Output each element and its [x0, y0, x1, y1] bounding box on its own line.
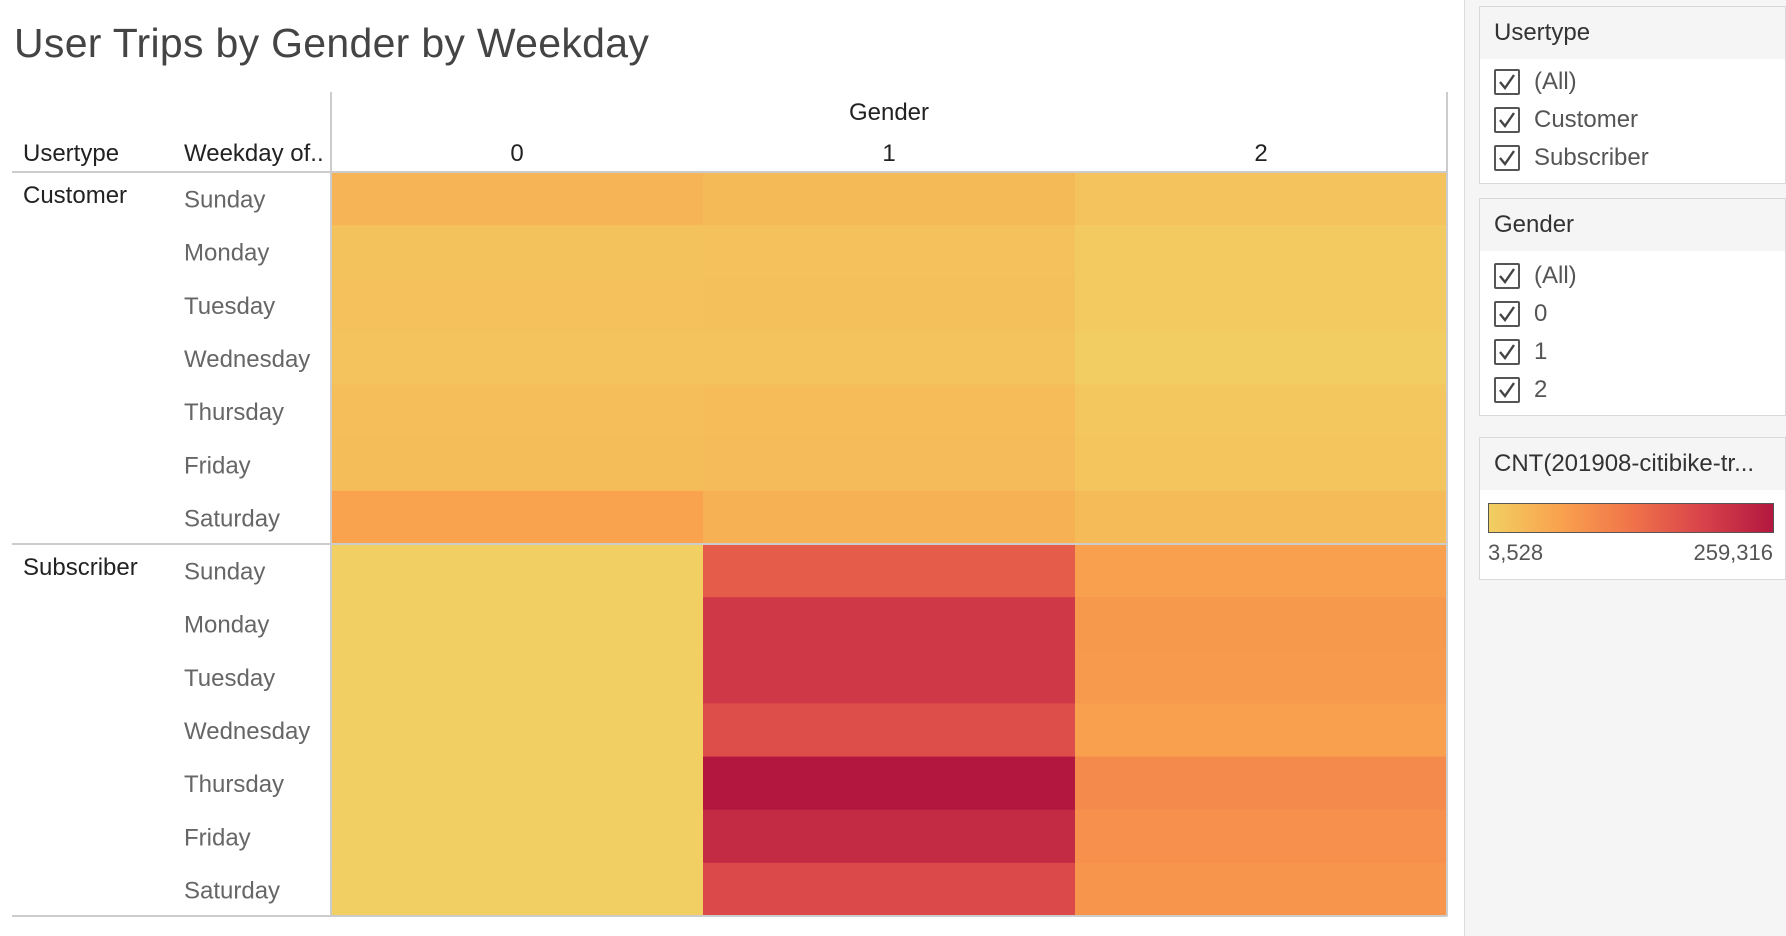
- column-label: 0: [510, 140, 523, 167]
- row-label: Wednesday: [184, 346, 310, 373]
- heatmap-cell: [1075, 597, 1448, 651]
- heatmap-cell: [703, 384, 1076, 439]
- heatmap-cell: [703, 809, 1076, 864]
- row-label: Thursday: [184, 771, 284, 798]
- heatmap-cell: [1075, 172, 1448, 226]
- row-label: Monday: [184, 612, 269, 639]
- heatmap-cell: [1075, 862, 1448, 917]
- heatmap-cell: [703, 490, 1076, 545]
- gender-option-0[interactable]: 0: [1480, 295, 1785, 333]
- row-label: Wednesday: [184, 718, 310, 745]
- option-label: (All): [1534, 262, 1577, 289]
- heatmap-cell: [1075, 809, 1448, 864]
- heatmap-cell: [331, 172, 704, 226]
- row-label: Friday: [184, 452, 251, 479]
- heatmap-cell: [331, 703, 704, 758]
- heatmap-cell: [331, 544, 704, 598]
- row-label: Tuesday: [184, 665, 275, 692]
- option-label: Subscriber: [1534, 144, 1649, 171]
- heatmap-cell: [331, 809, 704, 864]
- option-label: 2: [1534, 376, 1548, 403]
- checkbox-checked-icon[interactable]: [1494, 69, 1520, 95]
- legend-title: CNT(201908-citibike-tr...: [1480, 438, 1785, 490]
- column-label: 1: [882, 140, 895, 167]
- gender-option-1[interactable]: 1: [1480, 333, 1785, 371]
- legend-max-label: 259,316: [1693, 540, 1773, 565]
- heatmap-chart: Gender Usertype Weekday of.. 0 1 2 Customer Sun…: [12, 92, 1448, 917]
- heatmap-cell: [703, 862, 1076, 917]
- row-label: Sunday: [184, 187, 265, 214]
- usertype-filter-card: Usertype (All) Customer Subscriber: [1479, 6, 1786, 184]
- option-label: (All): [1534, 68, 1577, 95]
- heatmap-cell: [703, 650, 1076, 704]
- checkbox-checked-icon[interactable]: [1494, 145, 1520, 171]
- legend-min-label: 3,528: [1488, 540, 1544, 565]
- heatmap-cell: [1075, 756, 1448, 811]
- gender-option-all[interactable]: (All): [1480, 257, 1785, 295]
- gender-filter-title: Gender: [1480, 199, 1785, 251]
- gender-option-2[interactable]: 2: [1480, 371, 1785, 409]
- row-label: Tuesday: [184, 293, 275, 320]
- heatmap-cell: [331, 756, 704, 811]
- heatmap-cell: [331, 384, 704, 439]
- row-header-weekday: Weekday of..: [184, 140, 324, 167]
- group-label: Customer: [23, 182, 127, 209]
- heatmap-cell: [1075, 278, 1448, 332]
- heatmap-cell: [1075, 703, 1448, 758]
- heatmap-cell: [703, 544, 1076, 598]
- usertype-option-all[interactable]: (All): [1480, 63, 1785, 101]
- usertype-option-customer[interactable]: Customer: [1480, 101, 1785, 139]
- checkbox-checked-icon[interactable]: [1494, 263, 1520, 289]
- option-label: 1: [1534, 338, 1548, 365]
- column-group-label: Gender: [849, 99, 929, 126]
- heatmap-cell: [331, 650, 704, 704]
- heatmap-cell: [703, 437, 1076, 492]
- checkbox-checked-icon[interactable]: [1494, 301, 1520, 327]
- row-label: Thursday: [184, 399, 284, 426]
- heatmap-cell: [703, 331, 1076, 386]
- checkbox-checked-icon[interactable]: [1494, 339, 1520, 365]
- row-label: Saturday: [184, 877, 280, 904]
- color-legend-card: CNT(201908-citibike-tr... 3,528 259,316: [1479, 437, 1786, 580]
- heatmap-cell: [1075, 490, 1448, 545]
- heatmap-cell: [1075, 331, 1448, 386]
- heatmap-cell: [331, 490, 704, 545]
- row-label: Monday: [184, 240, 269, 267]
- column-label: 2: [1254, 140, 1267, 167]
- option-label: 0: [1534, 300, 1548, 327]
- heatmap-cell: [1075, 225, 1448, 279]
- heatmap-cell: [331, 225, 704, 279]
- row-label: Sunday: [184, 559, 265, 586]
- row-label: Friday: [184, 824, 251, 851]
- heatmap-cell: [1075, 384, 1448, 439]
- heatmap-cell: [1075, 544, 1448, 598]
- heatmap-cell: [331, 278, 704, 332]
- option-label: Customer: [1534, 106, 1639, 133]
- checkbox-checked-icon[interactable]: [1494, 377, 1520, 403]
- heatmap-cell: [331, 437, 704, 492]
- heatmap-cell: [703, 703, 1076, 758]
- heatmap-cell: [703, 597, 1076, 651]
- chart-title: User Trips by Gender by Weekday: [14, 20, 650, 66]
- checkbox-checked-icon[interactable]: [1494, 107, 1520, 133]
- heatmap-cell: [331, 597, 704, 651]
- gender-filter-card: Gender (All) 0 1 2: [1479, 198, 1786, 416]
- heatmap-cell: [703, 756, 1076, 811]
- heatmap-cell: [331, 862, 704, 917]
- row-label: Saturday: [184, 505, 280, 532]
- group-label: Subscriber: [23, 554, 138, 581]
- usertype-option-subscriber[interactable]: Subscriber: [1480, 139, 1785, 177]
- heatmap-cell: [703, 172, 1076, 226]
- heatmap-cell: [703, 278, 1076, 332]
- heatmap-cell: [331, 331, 704, 386]
- heatmap-cell: [1075, 437, 1448, 492]
- row-header-usertype: Usertype: [23, 140, 119, 167]
- color-gradient-bar: [1488, 503, 1774, 533]
- heatmap-cell: [703, 225, 1076, 279]
- heatmap-cell: [1075, 650, 1448, 704]
- usertype-filter-title: Usertype: [1480, 7, 1785, 59]
